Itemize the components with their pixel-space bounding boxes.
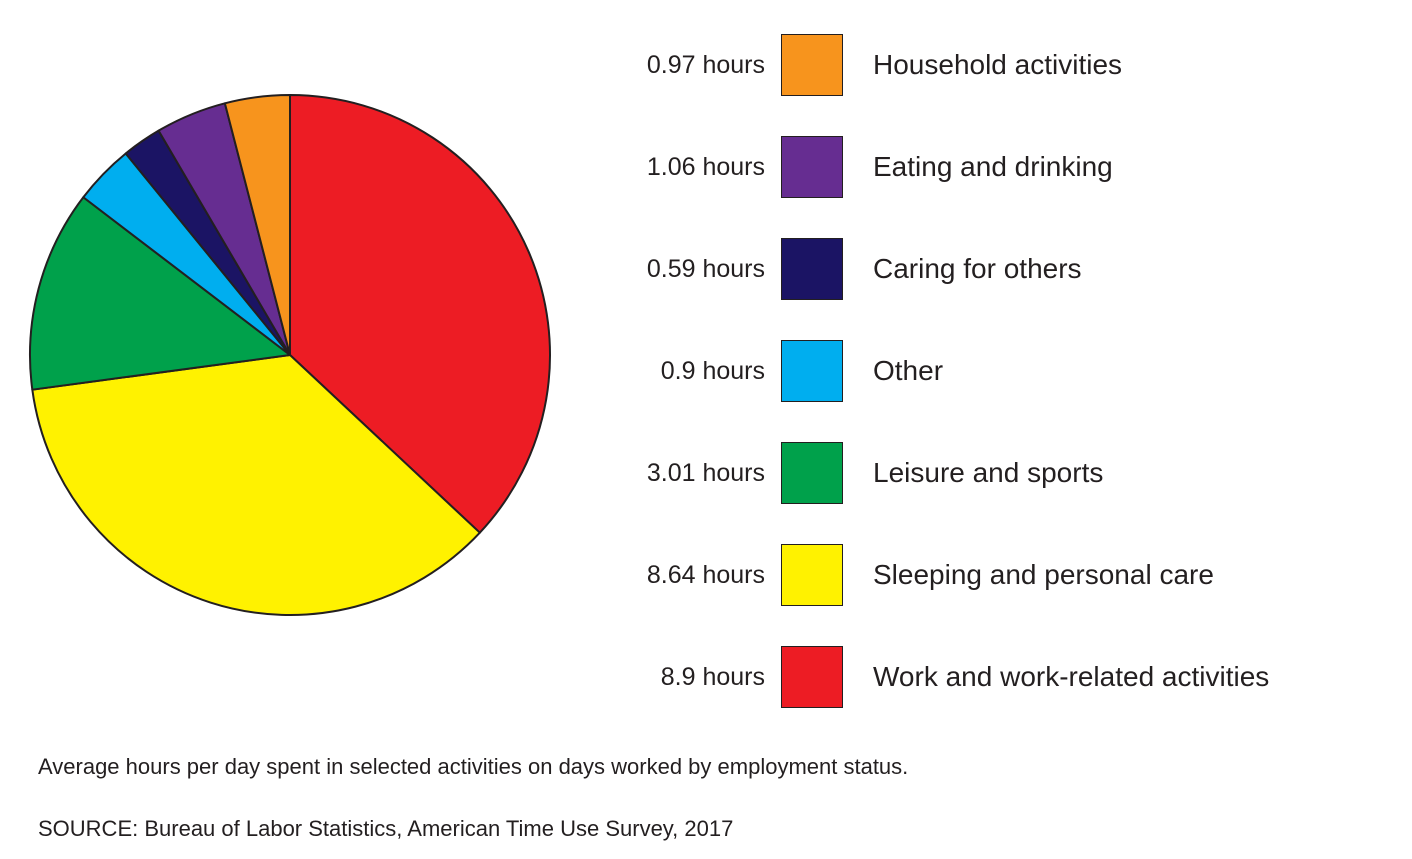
pie-svg bbox=[26, 91, 554, 619]
legend-row: 8.9 hours Work and work-related activitie… bbox=[600, 626, 1269, 728]
legend-label: Other bbox=[873, 355, 943, 387]
caption-source: SOURCE: Bureau of Labor Statistics, Amer… bbox=[38, 816, 733, 842]
legend-label: Caring for others bbox=[873, 253, 1082, 285]
legend-value: 0.9 hours bbox=[600, 357, 765, 386]
legend: 0.97 hours Household activities 1.06 hours… bbox=[600, 14, 1269, 728]
legend-row: 0.9 hours Other bbox=[600, 320, 1269, 422]
legend-row: 0.59 hours Caring for others bbox=[600, 218, 1269, 320]
legend-swatch bbox=[781, 442, 843, 504]
legend-value: 0.59 hours bbox=[600, 255, 765, 284]
legend-swatch bbox=[781, 238, 843, 300]
legend-swatch bbox=[781, 544, 843, 606]
legend-label: Work and work-related activities bbox=[873, 661, 1269, 693]
legend-row: 0.97 hours Household activities bbox=[600, 14, 1269, 116]
legend-label: Household activities bbox=[873, 49, 1122, 81]
legend-value: 0.97 hours bbox=[600, 51, 765, 80]
legend-swatch bbox=[781, 340, 843, 402]
legend-value: 1.06 hours bbox=[600, 153, 765, 182]
legend-label: Sleeping and personal care bbox=[873, 559, 1214, 591]
legend-swatch bbox=[781, 136, 843, 198]
caption-description: Average hours per day spent in selected … bbox=[38, 754, 908, 780]
legend-row: 1.06 hours Eating and drinking bbox=[600, 116, 1269, 218]
legend-swatch bbox=[781, 34, 843, 96]
legend-value: 8.9 hours bbox=[600, 663, 765, 692]
legend-swatch bbox=[781, 646, 843, 708]
legend-value: 3.01 hours bbox=[600, 459, 765, 488]
legend-row: 8.64 hours Sleeping and personal care bbox=[600, 524, 1269, 626]
legend-value: 8.64 hours bbox=[600, 561, 765, 590]
legend-row: 3.01 hours Leisure and sports bbox=[600, 422, 1269, 524]
legend-label: Leisure and sports bbox=[873, 457, 1103, 489]
legend-label: Eating and drinking bbox=[873, 151, 1113, 183]
pie-chart bbox=[26, 91, 554, 624]
